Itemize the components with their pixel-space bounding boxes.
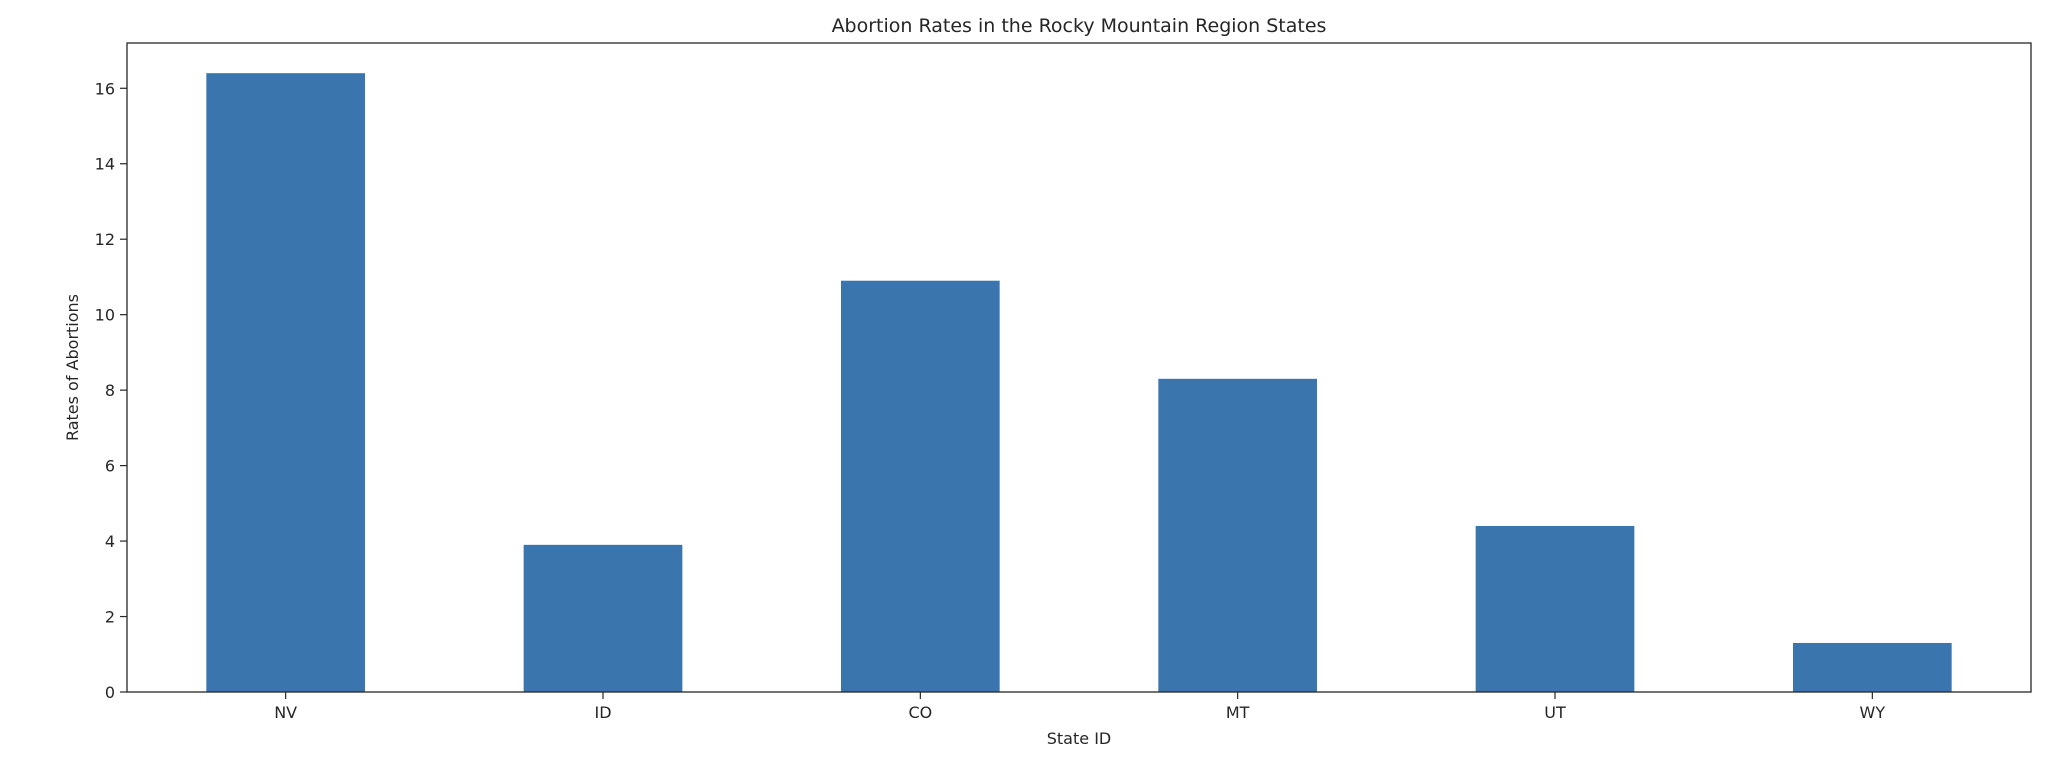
y-axis: 0 2 4 6 8 10 12 14 16	[95, 79, 127, 702]
bar-nv	[206, 73, 365, 693]
x-axis: NV ID CO MT UT WY	[274, 692, 1885, 722]
y-tick-label: 2	[105, 608, 115, 627]
x-tick-label-nv: NV	[274, 703, 297, 722]
y-tick-label: 12	[95, 230, 115, 249]
x-axis-title: State ID	[1047, 729, 1111, 748]
y-tick-label: 0	[105, 683, 115, 702]
x-tick-label-wy: WY	[1860, 703, 1886, 722]
x-tick-label-co: CO	[908, 703, 932, 722]
bar-id	[523, 544, 683, 692]
bars	[206, 73, 1952, 693]
bar-mt	[1158, 378, 1317, 692]
bar-wy	[1793, 642, 1952, 692]
x-tick-label-id: ID	[594, 703, 611, 722]
y-tick-label: 14	[95, 155, 115, 174]
x-tick-label-mt: MT	[1226, 703, 1250, 722]
bar-ut	[1475, 525, 1635, 692]
bar-co	[841, 280, 1000, 692]
x-tick-label-ut: UT	[1544, 703, 1566, 722]
y-tick-label: 16	[95, 79, 115, 98]
y-tick-label: 4	[105, 532, 115, 551]
y-tick-label: 6	[105, 457, 115, 476]
y-tick-label: 8	[105, 381, 115, 400]
y-tick-label: 10	[95, 306, 115, 325]
plot-frame	[126, 42, 2032, 693]
y-axis-title: Rates of Abortions	[63, 294, 82, 441]
chart-title: Abortion Rates in the Rocky Mountain Reg…	[832, 15, 1327, 37]
